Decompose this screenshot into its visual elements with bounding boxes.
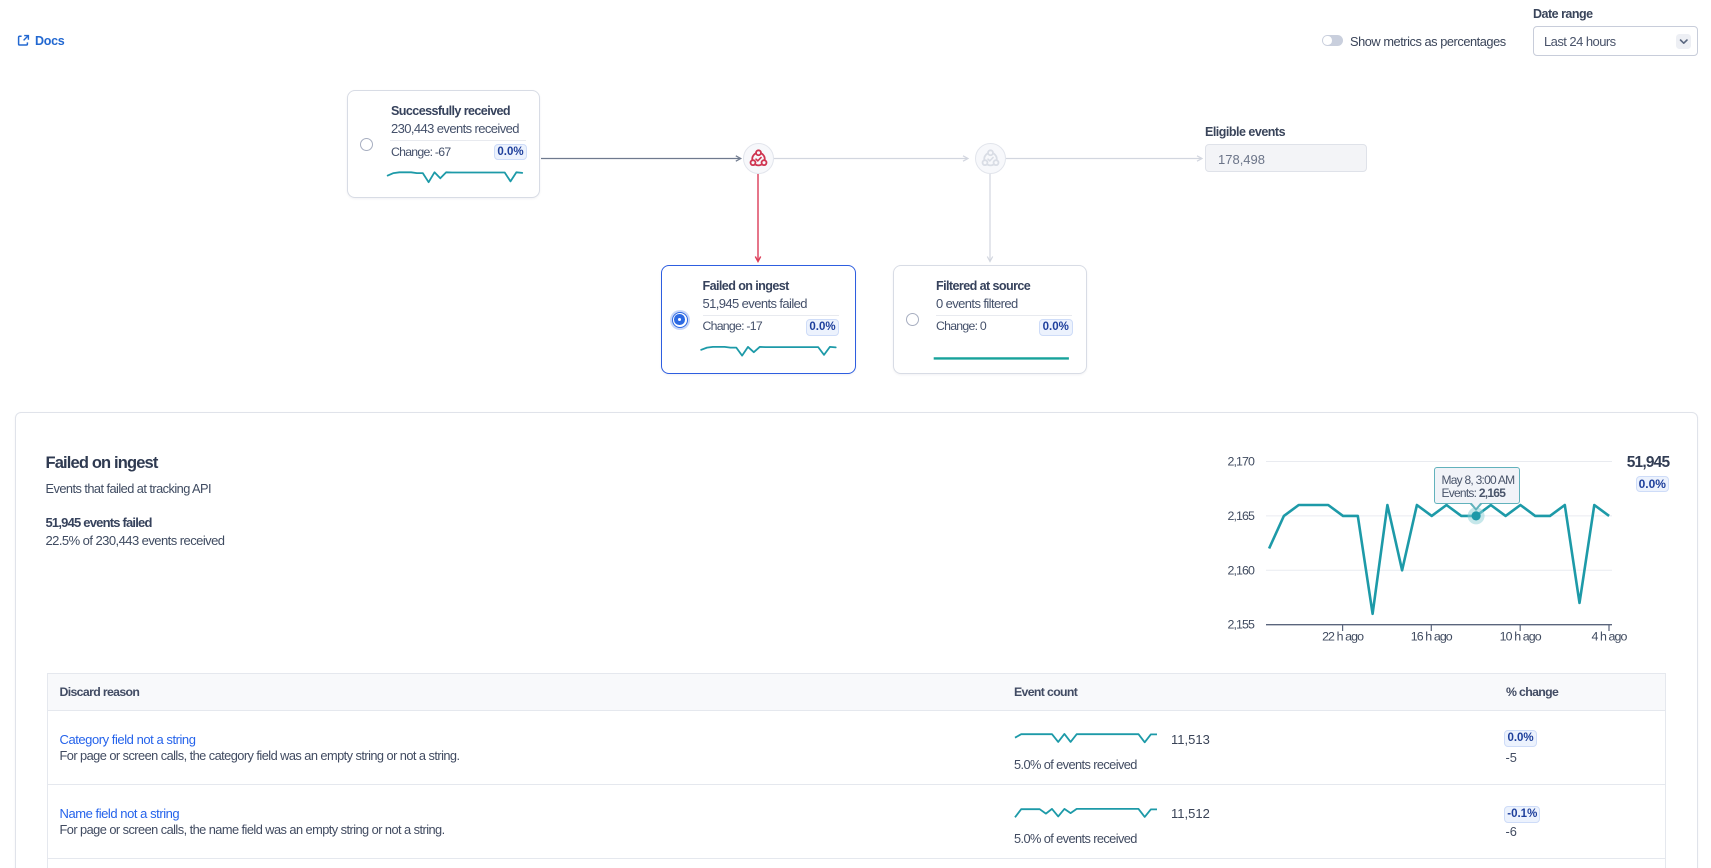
svg-text:2,170: 2,170 [1227, 455, 1255, 469]
svg-text:22 h ago: 22 h ago [1322, 630, 1364, 644]
svg-text:2,155: 2,155 [1227, 618, 1255, 632]
svg-text:16 h ago: 16 h ago [1411, 630, 1453, 644]
svg-text:4 h ago: 4 h ago [1591, 630, 1627, 644]
svg-text:2,165: 2,165 [1227, 509, 1255, 523]
svg-text:2,160: 2,160 [1227, 563, 1255, 577]
svg-text:10 h ago: 10 h ago [1500, 630, 1542, 644]
